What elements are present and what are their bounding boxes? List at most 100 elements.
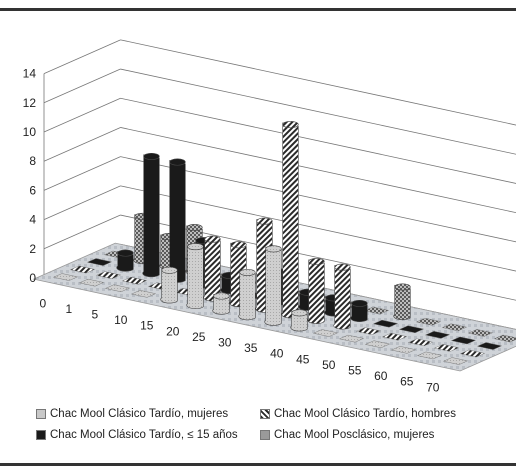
y-tick-labels: 0 2 4 6 8 10 12 14 xyxy=(23,67,37,285)
x-tick-label: 70 xyxy=(426,380,440,394)
legend-label: Chac Mool Posclásico, mujeres xyxy=(274,429,435,441)
bar-zero xyxy=(424,331,451,339)
bar-body xyxy=(203,237,221,302)
gridline xyxy=(120,185,516,272)
bar-top xyxy=(291,309,308,317)
legend-swatch xyxy=(36,408,46,419)
legend-swatch xyxy=(260,408,270,419)
gridline xyxy=(120,97,516,184)
x-tick-label: 60 xyxy=(374,369,388,383)
gridline-side xyxy=(43,214,121,250)
bar xyxy=(333,263,351,330)
bar-body xyxy=(142,154,160,278)
legend: Chac Mool Clásico Tardío, mujeres Chac M… xyxy=(0,404,516,454)
bar-body xyxy=(333,265,351,330)
legend-swatch xyxy=(260,429,270,440)
bar xyxy=(186,243,204,309)
bar-body xyxy=(186,244,204,309)
bar-top xyxy=(265,245,282,253)
bar xyxy=(168,158,186,283)
bar-zero xyxy=(433,344,460,352)
x-tick-label: 40 xyxy=(270,347,284,361)
bar-zero xyxy=(381,332,408,341)
bar-zero xyxy=(415,317,442,326)
bar-zero xyxy=(441,323,468,332)
bar-top xyxy=(334,263,351,271)
bar-body xyxy=(350,301,368,322)
bar xyxy=(264,245,282,326)
gridline-side xyxy=(43,156,121,191)
bar-zero xyxy=(459,349,486,358)
legend-label: Chac Mool Clásico Tardío, hombres xyxy=(274,408,456,420)
bar-top xyxy=(282,121,299,129)
bar-body xyxy=(264,246,282,326)
bar-top xyxy=(187,243,204,251)
x-tick-label: 30 xyxy=(218,336,232,350)
x-tick-label: 0 xyxy=(39,296,46,310)
bar xyxy=(350,299,368,322)
x-tick-label: 10 xyxy=(114,313,128,327)
bar-zero xyxy=(355,327,382,335)
x-tick-label: 1 xyxy=(65,302,72,316)
gridline-side xyxy=(43,39,121,74)
bar-zero xyxy=(467,329,494,337)
legend-item-hombres-clasico: Chac Mool Clásico Tardío, hombres xyxy=(260,408,456,420)
bar-zero xyxy=(363,306,390,315)
bar-zero xyxy=(104,284,131,293)
bar-top xyxy=(394,283,411,291)
bar-zero xyxy=(390,346,417,354)
x-tick-label: 55 xyxy=(348,364,362,378)
x-tick-label: 5 xyxy=(91,308,98,322)
bar-zero xyxy=(78,278,105,287)
bar-top xyxy=(351,299,368,307)
bar xyxy=(116,249,134,272)
gridline-side xyxy=(43,97,121,133)
x-tick-label: 25 xyxy=(192,330,206,344)
bar-zero xyxy=(121,276,148,285)
bar-zero xyxy=(312,329,339,337)
x-tick-label: 65 xyxy=(400,375,414,389)
bar-body xyxy=(290,310,308,332)
bar-zero xyxy=(364,340,391,349)
x-tick-label: 20 xyxy=(166,324,180,338)
bar-zero xyxy=(130,290,157,298)
bar-top xyxy=(186,224,203,232)
bottom-border xyxy=(0,463,516,466)
y-tick-label: 2 xyxy=(29,242,36,256)
x-tick-label: 50 xyxy=(322,358,336,372)
bars xyxy=(52,121,516,365)
legend-label: Chac Mool Clásico Tardío, ≤ 15 años xyxy=(50,429,238,441)
top-border xyxy=(0,8,516,11)
gridline-side xyxy=(43,185,121,220)
y-tick-label: 6 xyxy=(29,183,36,197)
bar xyxy=(142,152,160,278)
bar-body xyxy=(281,122,299,319)
bar-body xyxy=(238,270,256,321)
bar-top xyxy=(230,241,247,249)
bar-zero xyxy=(407,338,434,347)
y-tick-label: 8 xyxy=(29,154,36,168)
bar-body xyxy=(307,259,325,324)
gridline xyxy=(120,127,516,214)
bar xyxy=(393,283,411,321)
bar xyxy=(290,309,308,332)
bar-zero xyxy=(442,357,469,365)
y-tick-label: 14 xyxy=(23,67,37,81)
bar-zero xyxy=(86,258,113,266)
bar-top xyxy=(239,268,256,276)
legend-item-mujeres-clasico: Chac Mool Clásico Tardío, mujeres xyxy=(36,408,228,420)
bar-top xyxy=(169,158,186,166)
bar-zero xyxy=(398,325,425,334)
bar-zero xyxy=(338,334,365,343)
bar-top xyxy=(213,292,230,300)
bar-body xyxy=(393,284,411,321)
bar-top xyxy=(143,152,160,160)
bar-zero xyxy=(416,351,443,360)
bar-body xyxy=(212,293,230,315)
bar-top xyxy=(256,217,273,225)
bar-top xyxy=(308,258,325,266)
x-tick-label: 35 xyxy=(244,341,258,355)
bar xyxy=(160,266,178,304)
